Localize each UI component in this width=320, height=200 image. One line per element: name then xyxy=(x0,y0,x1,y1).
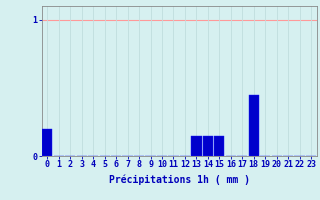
X-axis label: Précipitations 1h ( mm ): Précipitations 1h ( mm ) xyxy=(109,175,250,185)
Bar xyxy=(214,136,225,156)
Bar xyxy=(42,129,52,156)
Bar xyxy=(191,136,202,156)
Bar xyxy=(203,136,213,156)
Bar xyxy=(249,95,259,156)
